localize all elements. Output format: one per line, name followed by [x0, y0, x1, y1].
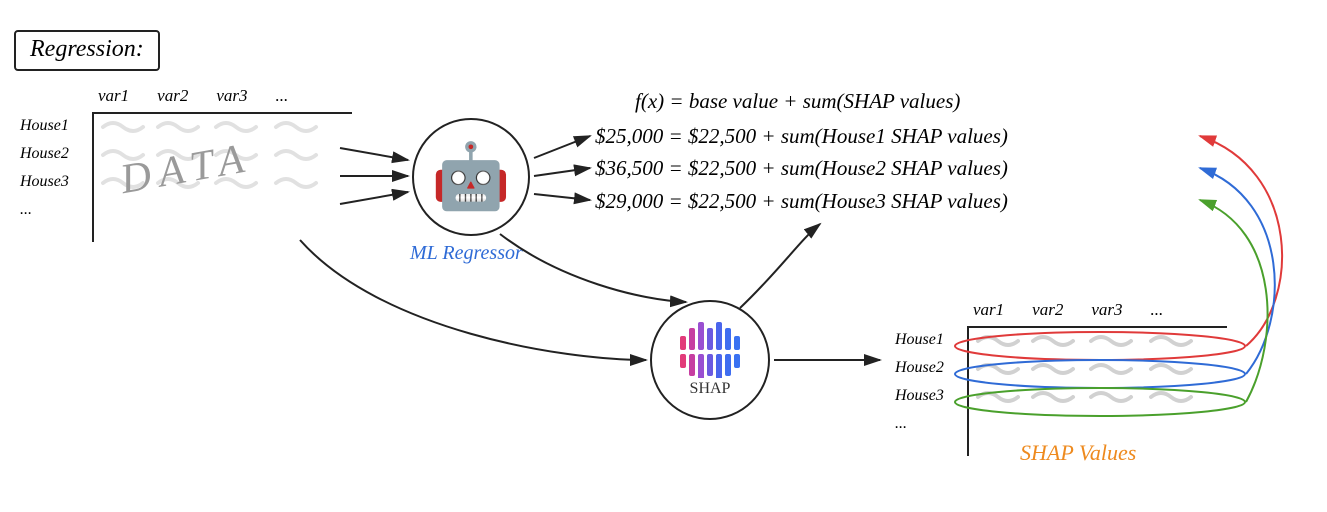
- ml-regressor-node: 🤖: [412, 118, 530, 236]
- row-header: House3: [20, 173, 98, 191]
- data-col-headers: var1 var2 var3 ...: [98, 86, 338, 106]
- row-header: ...: [20, 201, 98, 219]
- equation-block: f(x) = base value + sum(SHAP values) $25…: [595, 85, 1008, 217]
- eq-rest: sum(House3 SHAP values): [781, 189, 1008, 213]
- data-table-border-v: [92, 112, 94, 242]
- equation-line: $29,000 = $22,500 + sum(House3 SHAP valu…: [595, 185, 1008, 218]
- shap-table-border-v: [967, 326, 969, 456]
- col: var1: [98, 86, 129, 106]
- eq-rest: sum(House1 SHAP values): [781, 124, 1008, 148]
- shap-col-headers: var1 var2 var3 ...: [973, 300, 1213, 320]
- eq-pred: $25,000: [595, 124, 663, 148]
- col: var1: [973, 300, 1004, 320]
- col: var2: [157, 86, 188, 106]
- robot-icon: 🤖: [431, 145, 511, 209]
- title-box: Regression:: [14, 30, 160, 71]
- row-header: House3: [895, 387, 973, 405]
- equation-line: $36,500 = $22,500 + sum(House2 SHAP valu…: [595, 152, 1008, 185]
- col: var2: [1032, 300, 1063, 320]
- shap-values-label: SHAP Values: [1020, 440, 1136, 466]
- eq-pred: $36,500: [595, 156, 663, 180]
- col: var3: [1091, 300, 1122, 320]
- eq-base: $22,500: [688, 189, 756, 213]
- shap-logo-label: SHAP: [690, 380, 731, 398]
- eq-base: $22,500: [688, 156, 756, 180]
- row-header: House2: [20, 145, 98, 163]
- col: var3: [216, 86, 247, 106]
- eq-base: $22,500: [688, 124, 756, 148]
- equation-line: $25,000 = $22,500 + sum(House1 SHAP valu…: [595, 120, 1008, 153]
- col: ...: [1151, 300, 1164, 320]
- squiggle-icon: [973, 359, 1213, 377]
- eq-pred: $29,000: [595, 189, 663, 213]
- shap-values-table: var1 var2 var3 ... House1 House2 House3 …: [895, 300, 1213, 438]
- squiggle-icon: [98, 117, 338, 135]
- col: ...: [276, 86, 289, 106]
- row-header: House2: [895, 359, 973, 377]
- eq-rest: sum(House2 SHAP values): [781, 156, 1008, 180]
- title-text: Regression:: [30, 36, 144, 62]
- row-header: House1: [895, 331, 973, 349]
- shap-node: SHAP: [650, 300, 770, 420]
- row-header: ...: [895, 415, 973, 433]
- squiggle-icon: [973, 387, 1213, 405]
- shap-logo-icon: [680, 322, 740, 378]
- ml-regressor-label: ML Regressor: [410, 242, 523, 265]
- row-header: House1: [20, 117, 98, 135]
- squiggle-icon: [973, 331, 1213, 349]
- equation-header: f(x) = base value + sum(SHAP values): [635, 85, 1008, 118]
